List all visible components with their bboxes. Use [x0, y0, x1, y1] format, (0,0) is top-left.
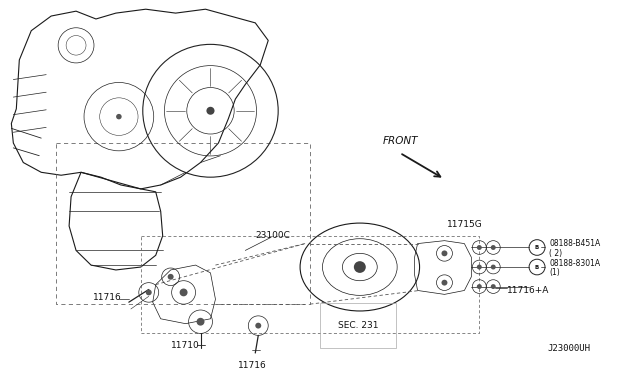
Text: 11716: 11716	[93, 293, 122, 302]
Circle shape	[491, 245, 496, 250]
Text: 08188-B451A: 08188-B451A	[549, 239, 600, 248]
Text: 11716: 11716	[238, 361, 267, 370]
Text: FRONT: FRONT	[383, 136, 418, 146]
Text: (1): (1)	[549, 268, 560, 278]
Circle shape	[116, 114, 122, 119]
Circle shape	[354, 261, 366, 273]
Circle shape	[168, 274, 173, 280]
Text: B: B	[535, 264, 539, 270]
Circle shape	[442, 280, 447, 286]
Circle shape	[255, 323, 261, 328]
Text: 11715G: 11715G	[447, 219, 483, 228]
Circle shape	[477, 284, 482, 289]
Text: SEC. 231: SEC. 231	[338, 321, 378, 330]
Circle shape	[180, 289, 188, 296]
Text: 11710: 11710	[172, 341, 200, 350]
Text: J23000UH: J23000UH	[547, 344, 591, 353]
Circle shape	[477, 264, 482, 269]
Circle shape	[491, 284, 496, 289]
Circle shape	[477, 245, 482, 250]
Circle shape	[491, 264, 496, 269]
Circle shape	[196, 318, 205, 326]
Circle shape	[146, 289, 152, 295]
Text: 08188-8301A: 08188-8301A	[549, 259, 600, 267]
Text: 23100C: 23100C	[255, 231, 290, 240]
Text: 11716+A: 11716+A	[507, 286, 550, 295]
Circle shape	[207, 107, 214, 115]
Circle shape	[442, 250, 447, 256]
Text: B: B	[535, 245, 539, 250]
Text: ( 2): ( 2)	[549, 249, 562, 258]
